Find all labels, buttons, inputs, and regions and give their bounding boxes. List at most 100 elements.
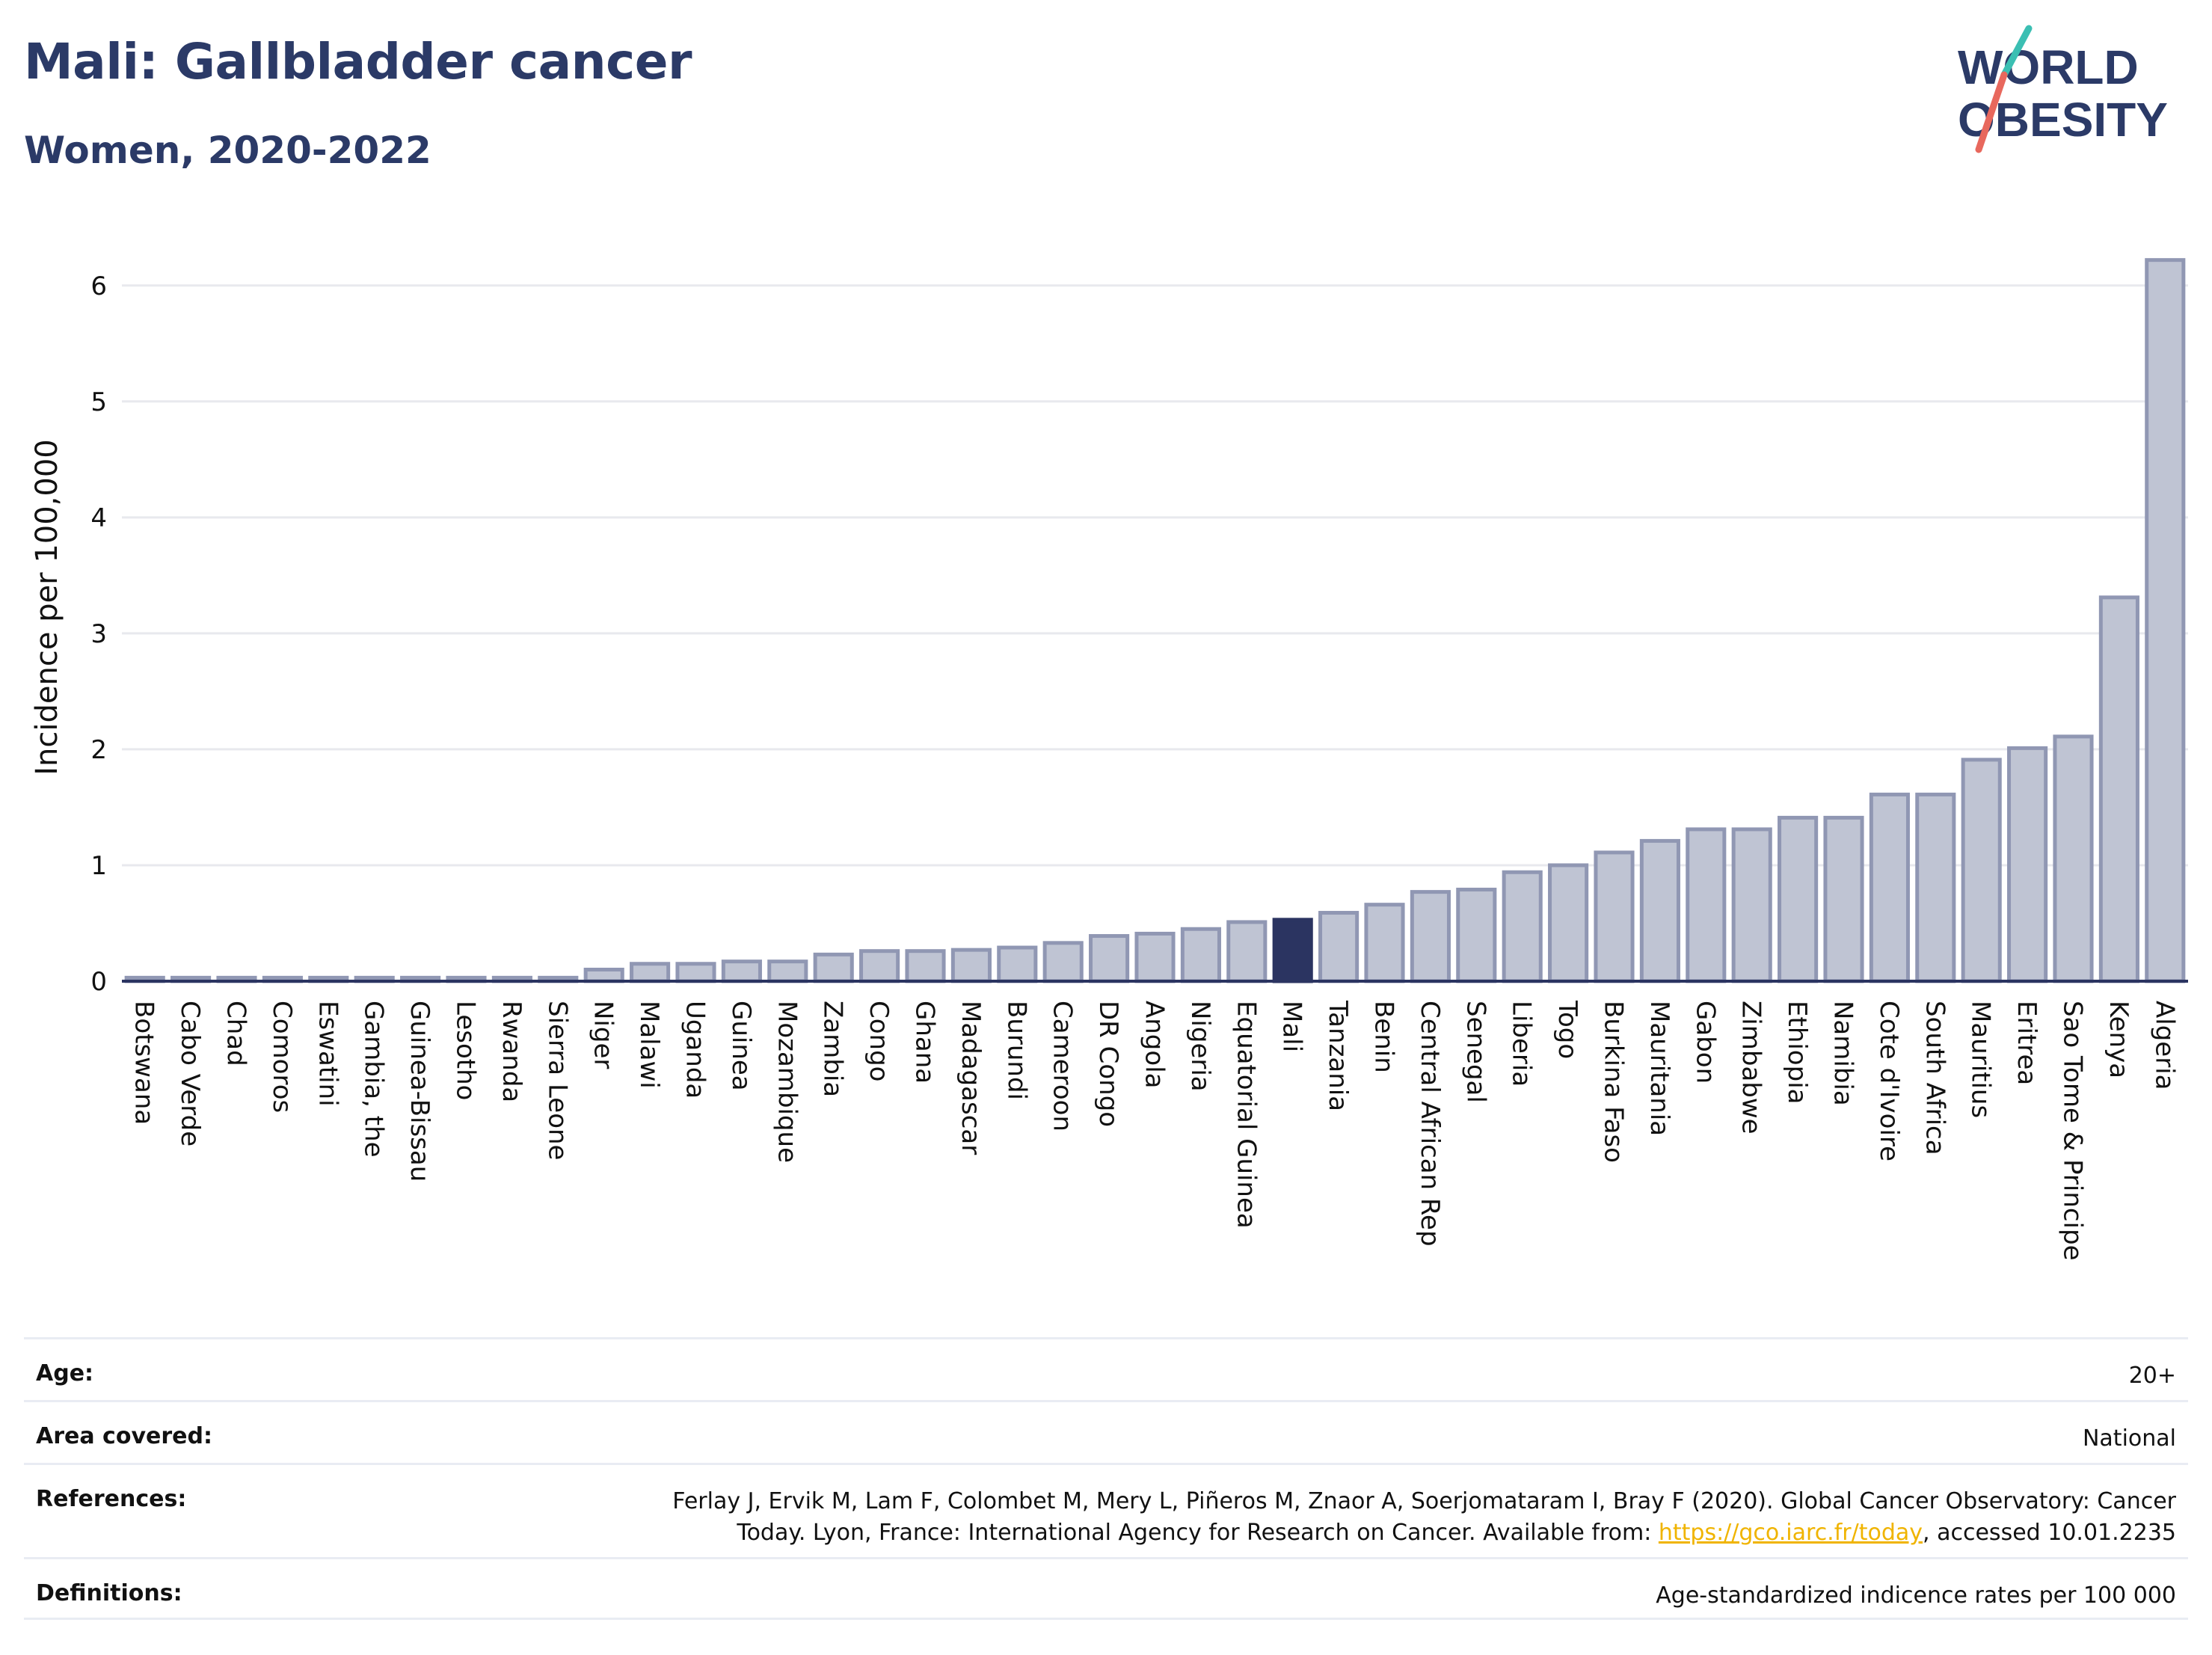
meta-row-area: Area covered: National — [24, 1400, 2188, 1463]
references-label: References: — [36, 1486, 187, 1512]
bar — [1456, 888, 1497, 983]
references-line-1: Ferlay J, Ervik M, Lam F, Colombet M, Me… — [672, 1488, 2176, 1514]
bar — [1134, 931, 1176, 983]
x-tick-label: Eritrea — [2012, 1001, 2042, 1085]
bar — [2053, 734, 2094, 983]
x-tick-label: Namibia — [1828, 1001, 1858, 1106]
x-tick-label: Angola — [1140, 1001, 1170, 1088]
world-obesity-logo: WORLD OBESITY — [1958, 25, 2168, 153]
bar — [630, 962, 671, 983]
y-tick-label: 5 — [90, 387, 107, 417]
x-tick-label: Zimbabwe — [1736, 1001, 1766, 1134]
y-tick-label: 4 — [90, 503, 107, 533]
bar — [2145, 258, 2186, 983]
x-tick-label: Mozambique — [772, 1001, 802, 1163]
x-tick-label: Senegal — [1460, 1001, 1490, 1103]
x-tick-label: Liberia — [1507, 1001, 1537, 1087]
metadata-table: Age: 20+ Area covered: National Referenc… — [24, 1337, 2188, 1620]
x-tick-label: Sao Tome & Principe — [2058, 1001, 2088, 1261]
x-tick-label: Malawi — [634, 1001, 664, 1089]
x-tick-label: Madagascar — [956, 1001, 986, 1155]
bar — [905, 949, 946, 983]
x-tick-label: Gambia, the — [359, 1001, 389, 1158]
bar — [1639, 838, 1680, 983]
bar — [997, 945, 1038, 983]
chart-subtitle: Women, 2020-2022 — [24, 129, 431, 172]
x-tick-label: Tanzania — [1323, 1000, 1353, 1111]
bar — [1226, 920, 1268, 983]
bar — [1180, 927, 1221, 983]
x-tick-label: Algeria — [2149, 1001, 2179, 1090]
x-tick-label: Ghana — [910, 1001, 940, 1084]
bar — [1686, 827, 1727, 983]
meta-row-age: Age: 20+ — [24, 1337, 2188, 1400]
x-tick-label: DR Congo — [1093, 1001, 1123, 1127]
y-tick-label: 6 — [90, 271, 107, 301]
x-tick-label: Comoros — [267, 1001, 297, 1113]
y-tick-label: 3 — [90, 619, 107, 649]
bar — [1042, 941, 1084, 983]
meta-row-definitions: Definitions: Age-standardized indicence … — [24, 1557, 2188, 1620]
bar — [1915, 792, 1956, 983]
bar — [1502, 870, 1543, 983]
bar — [950, 948, 992, 983]
bar — [1778, 815, 1819, 983]
bar-chart: 0 1 2 3 4 5 6 Incidence per 100,000 Botswana Cabo… — [30, 258, 2188, 1261]
definitions-value: Age-standardized indicence rates per 100… — [1656, 1582, 2176, 1609]
y-tick-label: 2 — [90, 735, 107, 765]
x-tick-label: Cabo Verde — [175, 1001, 205, 1146]
x-tick-label: Congo — [864, 1001, 894, 1081]
area-label: Area covered: — [36, 1423, 212, 1449]
x-tick-label: Mauritius — [1966, 1001, 1996, 1118]
x-tick-label: Lesotho — [451, 1001, 481, 1100]
x-tick-label: South Africa — [1920, 1001, 1950, 1155]
x-tick-label: Burkina Faso — [1599, 1001, 1629, 1163]
bar — [583, 967, 624, 983]
bar — [1318, 911, 1360, 983]
x-tick-label: Equatorial Guinea — [1231, 1001, 1261, 1229]
bar — [1961, 758, 2002, 983]
bar — [721, 959, 762, 983]
bar — [1272, 918, 1313, 983]
y-tick-label: 1 — [90, 851, 107, 881]
x-tick-label: Guinea — [726, 1001, 756, 1091]
x-tick-label: Sierra Leone — [542, 1001, 572, 1160]
bar — [1364, 903, 1405, 983]
bar — [1548, 863, 1589, 983]
x-tick-label: Mali — [1277, 1001, 1307, 1052]
bar — [813, 952, 854, 983]
x-tick-label: Chad — [221, 1001, 251, 1066]
age-label: Age: — [36, 1360, 94, 1387]
x-tick-label: Nigeria — [1185, 1001, 1215, 1092]
bar — [1410, 890, 1451, 983]
x-tick-label: Uganda — [681, 1001, 710, 1099]
references-line-2-pre: Today. Lyon, France: International Agenc… — [737, 1520, 1659, 1546]
definitions-label: Definitions: — [36, 1580, 182, 1606]
x-tick-label: Botswana — [129, 1001, 159, 1125]
x-tick-label: Eswatini — [313, 1001, 342, 1107]
area-value: National — [2082, 1425, 2176, 1452]
meta-row-references: References: Ferlay J, Ervik M, Lam F, Co… — [24, 1463, 2188, 1557]
x-tick-label: Burundi — [1001, 1001, 1031, 1100]
references-value: Ferlay J, Ervik M, Lam F, Colombet M, Me… — [672, 1486, 2176, 1549]
y-tick-label: 0 — [90, 967, 107, 997]
bar — [1089, 934, 1130, 983]
age-value: 20+ — [2128, 1363, 2176, 1389]
bar — [1594, 850, 1635, 983]
x-tick-label: Cote d'Ivoire — [1874, 1001, 1904, 1161]
x-tick-label: Kenya — [2104, 1001, 2133, 1078]
gco-link[interactable]: https://gco.iarc.fr/today — [1658, 1520, 1923, 1546]
x-tick-label: Mauritania — [1644, 1001, 1674, 1136]
bar — [767, 959, 808, 983]
x-tick-label: Gabon — [1690, 1001, 1720, 1084]
x-tick-label: Cameroon — [1048, 1001, 1078, 1132]
x-tick-label: Zambia — [818, 1001, 848, 1097]
bar — [2098, 595, 2139, 983]
bar — [859, 949, 900, 983]
bar — [1731, 827, 1772, 983]
svg-text:WORLD: WORLD — [1958, 40, 2139, 94]
chart-title: Mali: Gallbladder cancer — [24, 33, 692, 90]
references-line-2-post: , accessed 10.01.2235 — [1923, 1520, 2176, 1546]
x-tick-label: Niger — [589, 1001, 618, 1069]
y-axis-label: Incidence per 100,000 — [30, 439, 64, 776]
